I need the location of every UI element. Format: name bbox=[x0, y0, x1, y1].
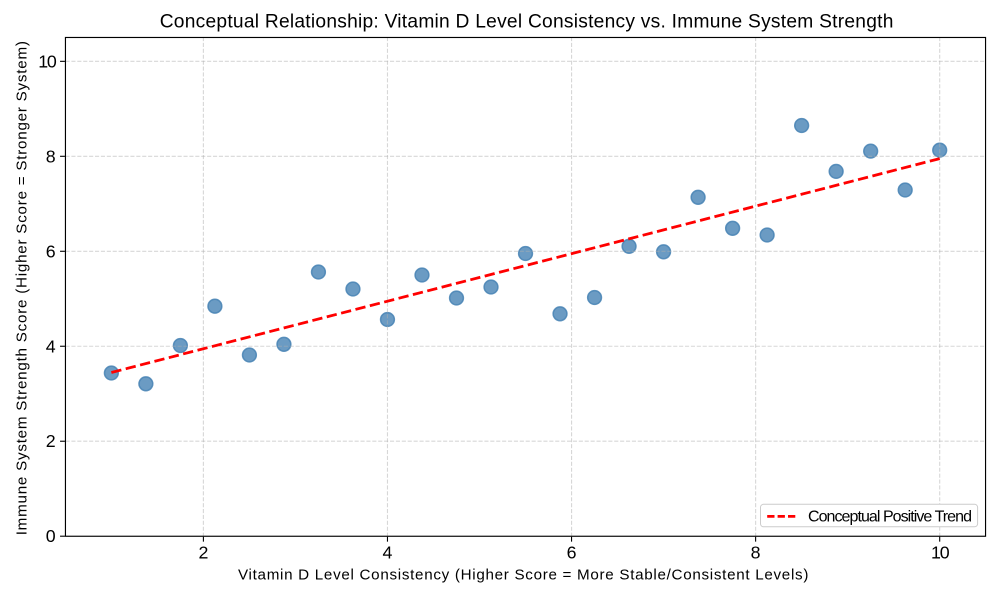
svg-text:10: 10 bbox=[38, 51, 57, 71]
svg-text:Conceptual Positive Trend: Conceptual Positive Trend bbox=[808, 508, 971, 525]
svg-text:Vitamin D Level Consistency (H: Vitamin D Level Consistency (Higher Scor… bbox=[238, 566, 809, 583]
svg-text:Immune System Strength Score (: Immune System Strength Score (Higher Sco… bbox=[13, 40, 30, 535]
svg-text:2: 2 bbox=[198, 542, 208, 562]
svg-text:2: 2 bbox=[46, 431, 56, 451]
svg-text:4: 4 bbox=[383, 542, 393, 562]
svg-text:Conceptual Relationship: Vitam: Conceptual Relationship: Vitamin D Level… bbox=[160, 11, 894, 32]
svg-text:10: 10 bbox=[931, 542, 950, 562]
svg-text:6: 6 bbox=[567, 542, 577, 562]
svg-text:4: 4 bbox=[46, 336, 56, 356]
svg-text:6: 6 bbox=[46, 241, 56, 261]
svg-text:8: 8 bbox=[46, 146, 56, 166]
svg-text:8: 8 bbox=[751, 542, 761, 562]
svg-text:0: 0 bbox=[46, 526, 56, 546]
